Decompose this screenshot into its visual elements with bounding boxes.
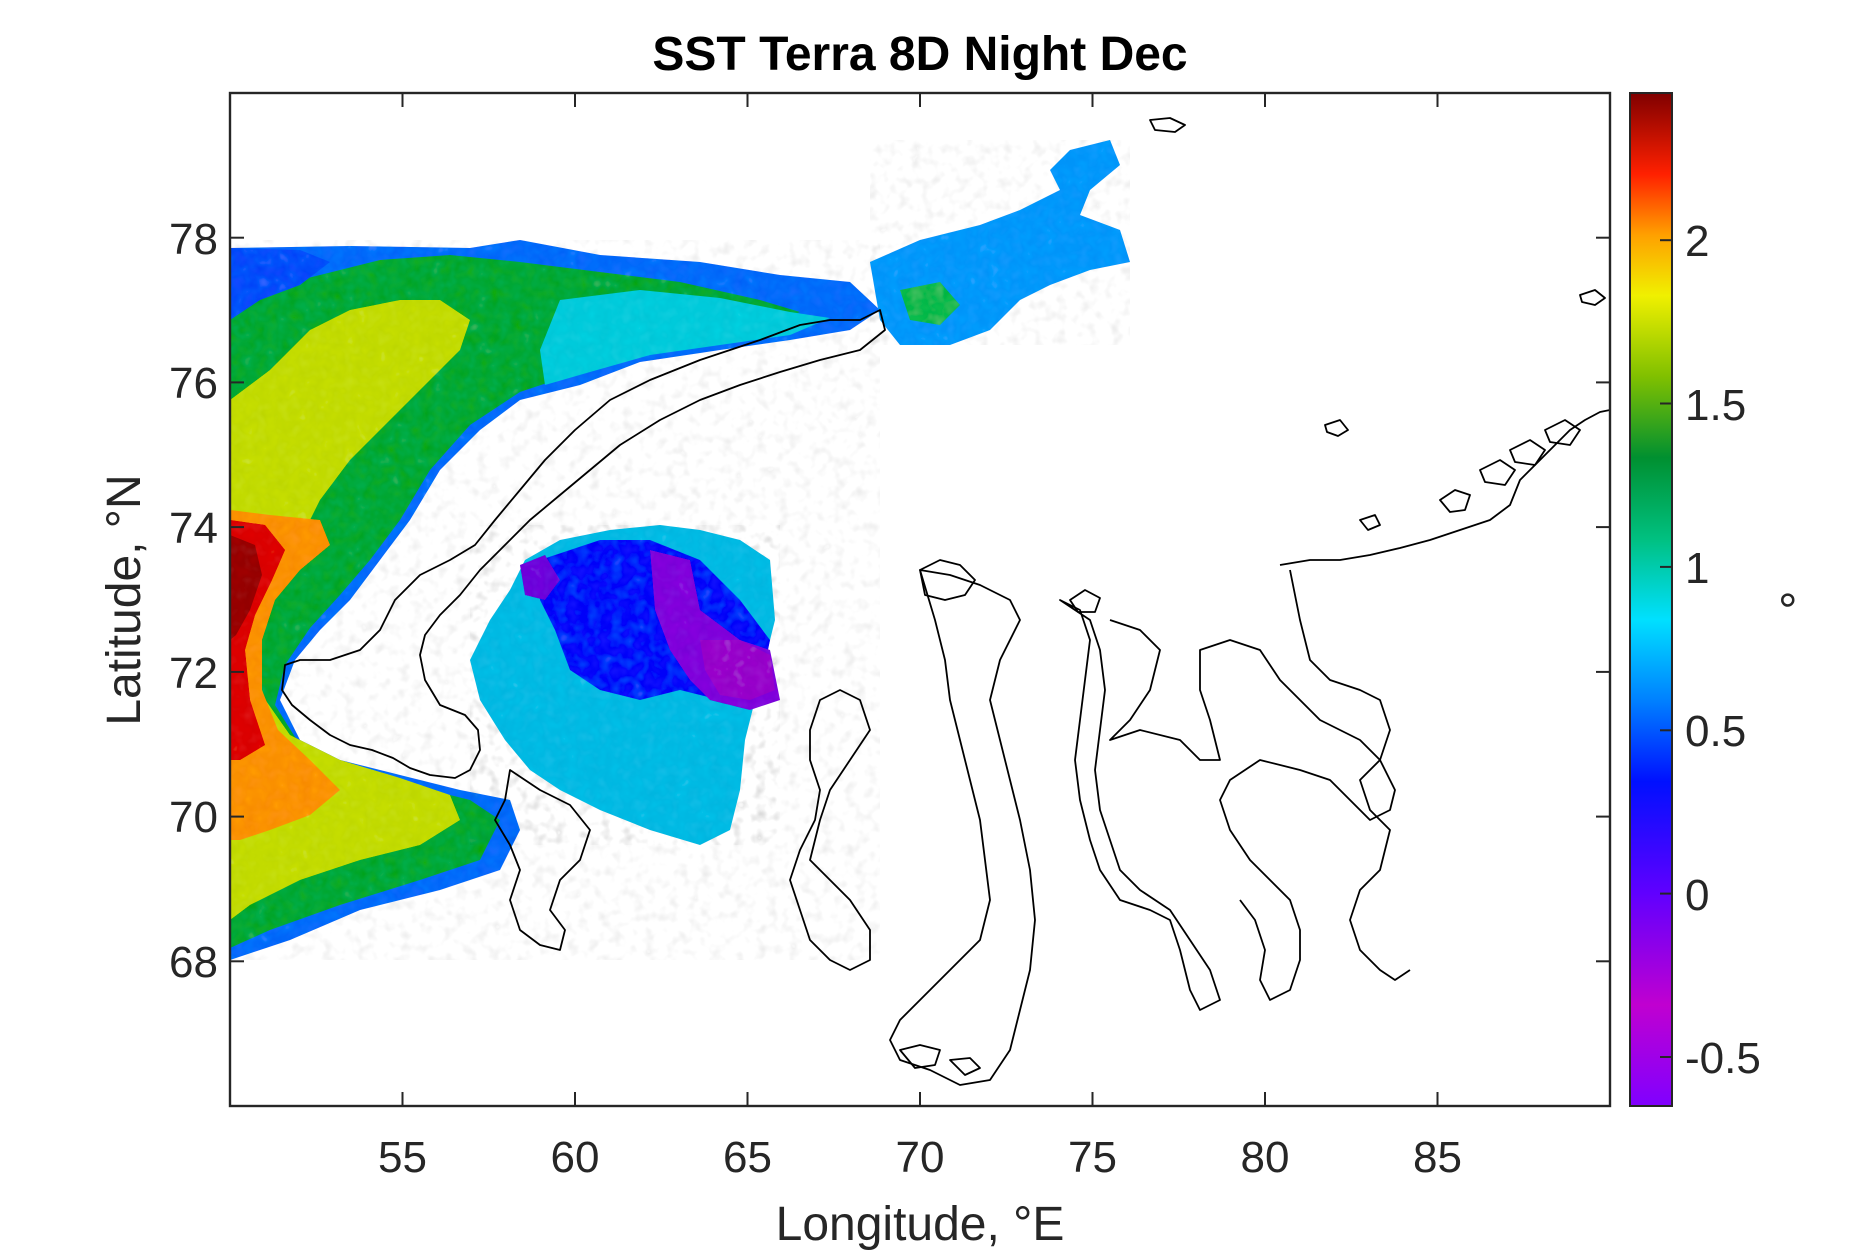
x-tick-label: 55 — [378, 1133, 427, 1182]
sst-region-kara-magenta — [700, 640, 775, 700]
colorbar: -0.5 0 0.5 1 1.5 2 ° — [1629, 92, 1826, 1107]
coast-yamal-peninsula — [789, 689, 871, 971]
x-axis: 55 60 65 70 75 80 85 — [378, 93, 1462, 1250]
y-tick-label: 76 — [169, 359, 218, 408]
plot-area — [230, 93, 1610, 1106]
x-tick-65: 65 — [723, 93, 772, 1182]
coast-yenisei-gulf — [1289, 569, 1411, 981]
y-tick-label: 68 — [169, 938, 218, 987]
x-tick-label: 65 — [723, 1133, 772, 1182]
x-tick-85: 85 — [1413, 93, 1462, 1182]
x-tick-60: 60 — [551, 93, 600, 1182]
y-tick-label: 70 — [169, 793, 218, 842]
colorbar-gradient — [1629, 92, 1673, 1107]
y-tick-78: 78 — [169, 215, 1610, 264]
y-tick-label: 72 — [169, 649, 218, 698]
colorbar-tick-1.5: 1.5 — [1660, 381, 1746, 430]
sst-region-barents-cyan — [540, 290, 830, 385]
coast-yamal-west — [494, 769, 591, 951]
x-tick-label: 60 — [551, 1133, 600, 1182]
colorbar-label: ° — [1773, 590, 1826, 609]
colorbar-tick-neg0.5: -0.5 — [1660, 1034, 1761, 1083]
x-tick-55: 55 — [378, 93, 427, 1182]
coast-gulf-of-ob-west — [889, 569, 1036, 1086]
sst-field-north — [870, 140, 1130, 345]
y-axis: 68 70 72 74 76 78 Latitude, °N — [98, 215, 1610, 987]
y-tick-72: 72 — [169, 649, 1610, 698]
sst-region-barents-north-blue — [230, 248, 330, 320]
colorbar-tick-label: 1 — [1685, 544, 1709, 593]
colorbar-tick-0.5: 0.5 — [1660, 707, 1746, 756]
x-tick-label: 70 — [896, 1133, 945, 1182]
colorbar-tick-label: 0.5 — [1685, 707, 1746, 756]
y-tick-70: 70 — [169, 793, 1610, 842]
y-tick-76: 76 — [169, 359, 1610, 408]
coast-gulf-of-ob-east — [1059, 599, 1221, 1011]
sst-region-kara-violet-west — [520, 555, 560, 600]
sst-region-barents-darkred — [230, 535, 262, 640]
colorbar-tick-0: 0 — [1660, 871, 1709, 920]
sst-field-kara — [470, 525, 780, 845]
coast-small-islands-north — [1149, 117, 1606, 531]
chart-title: SST Terra 8D Night Dec — [652, 28, 1187, 81]
coast-gydan — [1109, 619, 1396, 1001]
coast-yamal-north-islands — [919, 559, 1101, 613]
y-axis-label: Latitude, °N — [98, 474, 151, 725]
coast-ob-south-islands — [899, 1044, 981, 1076]
colorbar-tick-1: 1 — [1660, 544, 1709, 593]
y-tick-label: 74 — [169, 504, 218, 553]
sst-field-barents — [230, 240, 880, 960]
colorbar-tick-label: -0.5 — [1685, 1034, 1761, 1083]
y-tick-68: 68 — [169, 938, 1610, 987]
x-tick-label: 85 — [1413, 1133, 1462, 1182]
coast-taymyr-islands — [1439, 419, 1581, 513]
coastlines — [281, 117, 1610, 1086]
colorbar-tick-label: 2 — [1685, 217, 1709, 266]
sst-region-north-green — [900, 282, 960, 325]
x-tick-label: 80 — [1241, 1133, 1290, 1182]
y-tick-74: 74 — [169, 504, 1610, 553]
coast-taymyr — [1279, 409, 1610, 566]
x-tick-label: 75 — [1068, 1133, 1117, 1182]
colorbar-tick-label: 1.5 — [1685, 381, 1746, 430]
x-tick-75: 75 — [1068, 93, 1117, 1182]
colorbar-tick-2: 2 — [1660, 217, 1709, 266]
y-tick-label: 78 — [169, 215, 218, 264]
colorbar-tick-label: 0 — [1685, 871, 1709, 920]
x-tick-80: 80 — [1241, 93, 1290, 1182]
x-tick-70: 70 — [896, 93, 945, 1182]
x-axis-label: Longitude, °E — [776, 1198, 1065, 1250]
coast-novaya-zemlya — [281, 309, 886, 779]
